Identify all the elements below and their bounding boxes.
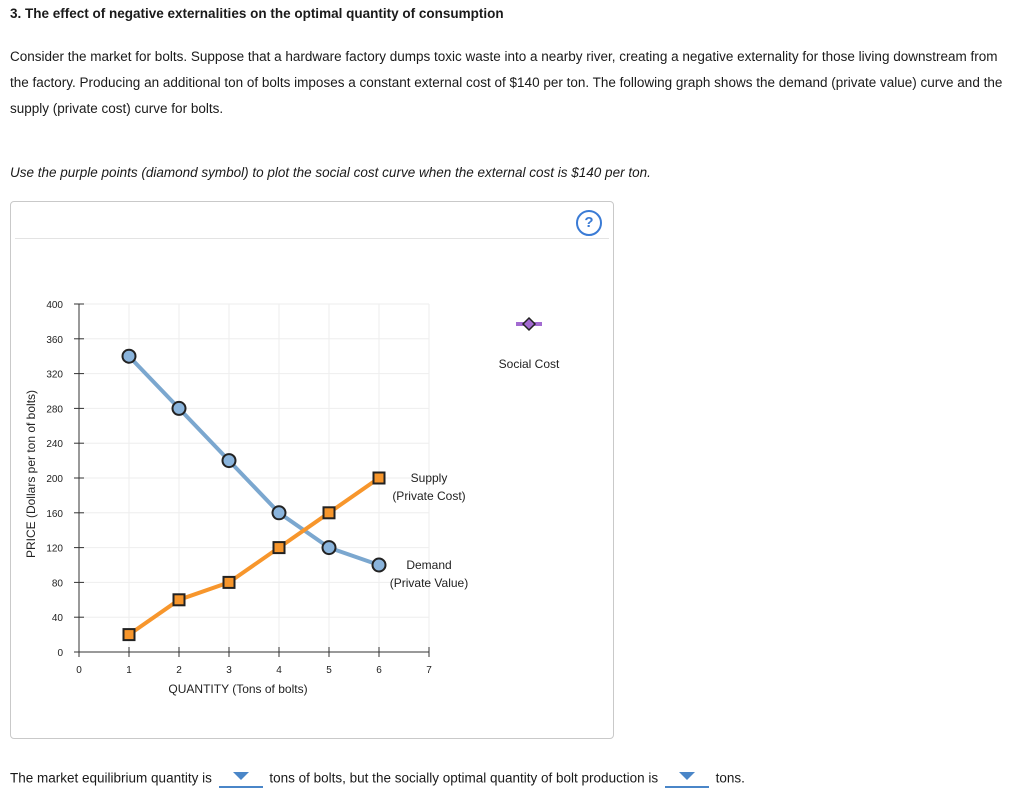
answer-text-3: tons. (715, 770, 745, 786)
market-equilibrium-quantity-dropdown[interactable] (218, 768, 263, 788)
x-tick-label: 3 (226, 665, 232, 676)
supply-series-label: Supply (411, 471, 448, 485)
x-tick-label: 5 (326, 665, 332, 676)
demand-point-marker (171, 400, 187, 416)
demand-point-marker (221, 453, 237, 469)
y-tick-label: 120 (46, 544, 63, 555)
demand-point-marker (271, 505, 287, 521)
question-title: 3. The effect of negative externalities … (10, 6, 504, 21)
supply-series-label: (Private Cost) (392, 489, 465, 503)
y-tick-label: 160 (46, 509, 63, 520)
x-axis-label: QUANTITY (Tons of bolts) (168, 682, 307, 696)
social-cost-diamond-icon[interactable] (521, 316, 537, 332)
demand-curve-line (127, 354, 380, 567)
demand-point-marker (371, 557, 387, 573)
chevron-down-icon (678, 772, 695, 780)
graph-panel: ? 0 40 80 120 160 200 240 280 320 360 400 0 1 2 3 4 5 6 7 Q… (10, 201, 614, 739)
socially-optimal-quantity-dropdown[interactable] (664, 768, 709, 788)
supply-point-marker (222, 575, 236, 589)
x-tick-label: 6 (376, 665, 382, 676)
y-tick-label: 320 (46, 370, 63, 381)
demand-point-marker (121, 348, 137, 364)
supply-point-marker (272, 541, 286, 555)
x-tick-label: 2 (176, 665, 182, 676)
y-axis-label: PRICE (Dollars per ton of bolts) (24, 390, 38, 558)
supply-curve-line (127, 476, 381, 637)
answer-text-2: tons of bolts, but the socially optimal … (269, 770, 659, 786)
y-tick-label: 400 (46, 300, 63, 311)
demand-point-marker (321, 540, 337, 556)
y-tick-label: 80 (52, 578, 64, 589)
social-cost-label: Social Cost (499, 357, 560, 371)
supply-demand-chart[interactable]: 0 40 80 120 160 200 240 280 320 360 400 0 1 2 3 4 5 6 7 QUA… (11, 238, 611, 738)
x-tick-label: 0 (76, 665, 82, 676)
panel-divider (15, 238, 609, 239)
answer-sentence: The market equilibrium quantity is tons … (10, 768, 745, 788)
question-paragraph: Consider the market for bolts. Suppose t… (10, 49, 1003, 116)
supply-point-marker (322, 506, 336, 520)
demand-series-label: Demand (406, 558, 451, 572)
x-tick-label: 7 (426, 665, 432, 676)
help-icon[interactable]: ? (576, 210, 602, 236)
supply-point-marker (372, 471, 386, 485)
answer-text-1: The market equilibrium quantity is (10, 770, 212, 786)
chevron-down-icon (232, 772, 249, 780)
y-tick-label: 40 (52, 613, 64, 624)
y-tick-label: 360 (46, 335, 63, 346)
supply-point-marker (172, 593, 186, 607)
x-tick-label: 1 (126, 665, 132, 676)
plot-instruction: Use the purple points (diamond symbol) t… (10, 165, 651, 180)
x-tick-label: 4 (276, 665, 282, 676)
y-tick-label: 200 (46, 474, 63, 485)
demand-series-label: (Private Value) (390, 576, 468, 590)
y-tick-label: 240 (46, 439, 63, 450)
y-tick-label: 280 (46, 404, 63, 415)
y-tick-label: 0 (57, 648, 63, 659)
supply-point-marker (122, 628, 136, 642)
